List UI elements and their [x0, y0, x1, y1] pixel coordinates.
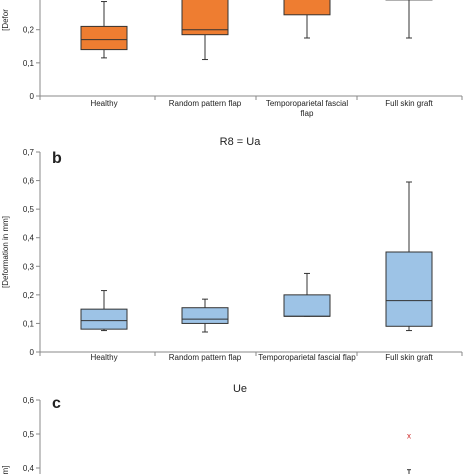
panel-1-y-tick-label-4: 0,3 — [23, 262, 35, 271]
panel-2-title: Ue — [233, 383, 247, 395]
panel-0-category-label-2: Temporoparietal fascial — [266, 99, 348, 108]
panel-0-category-label-1: Random pattern flap — [169, 99, 242, 108]
panel-0-category-label-2-line2: flap — [301, 109, 314, 118]
panel-1-y-tick-label-1: 0,6 — [23, 177, 35, 186]
panel-2-y-axis-label: m] — [1, 466, 10, 474]
panel-1-box-2-iqr — [283, 294, 331, 317]
panel-0-y-tick-label-1: 0,2 — [23, 26, 35, 35]
panel-0-box-2-iqr — [283, 0, 331, 16]
panel-0-box-3 — [385, 0, 433, 39]
panel-2-y-tick-label-2: 0,4 — [23, 464, 35, 473]
panel-2-y-tick-label-1: 0,5 — [23, 430, 35, 439]
panel-1-y-tick-label-3: 0,4 — [23, 234, 35, 243]
panel-1-box-0 — [80, 290, 128, 332]
panel-1-title: R8 = Ua — [220, 136, 262, 148]
panel-0-y-tick-label-2: 0,1 — [23, 59, 35, 68]
panel-1-y-tick-label-2: 0,5 — [23, 205, 35, 214]
panel-1-y-tick-label-7: 0 — [30, 348, 35, 357]
panel-1-y-axis-label: [Deformation in mm] — [1, 216, 10, 288]
panel-1-y-tick-label-6: 0,1 — [23, 319, 35, 328]
panel-0-box-0 — [80, 1, 128, 59]
panel-1-box-1-iqr — [181, 307, 229, 324]
panel-1-box-1 — [181, 298, 229, 333]
panel-1-category-label-3: Full skin graft — [385, 353, 433, 362]
panel-2-y-tick-label-0: 0,6 — [23, 396, 35, 405]
panel-0-box-1-iqr — [181, 0, 229, 36]
panel-1-box-3-iqr — [385, 251, 433, 327]
panel-1-category-label-1: Random pattern flap — [169, 353, 242, 362]
panel-1-box-0-iqr — [80, 308, 128, 330]
panel-1-y-tick-label-0: 0,7 — [23, 148, 35, 157]
panel-2-outlier-0: x — [407, 432, 411, 441]
panel-0-category-label-3: Full skin graft — [385, 99, 433, 108]
panel-1-category-label-0: Healthy — [90, 353, 117, 362]
panel-0-category-label-0: Healthy — [90, 99, 117, 108]
panel-0-box-0-iqr — [80, 25, 128, 51]
panel-1-y-tick-label-5: 0,2 — [23, 291, 35, 300]
panel-1-letter: b — [52, 150, 62, 167]
panel-1-box-2 — [283, 272, 331, 317]
panel-2-letter: c — [52, 395, 61, 412]
panel-0-y-tick-label-3: 0 — [30, 92, 35, 101]
panel-1-box-3 — [385, 181, 433, 332]
panel-0-box-1 — [181, 0, 229, 61]
panel-1-category-label-2: Temporoparietal fascial flap — [258, 353, 356, 362]
panel-0-y-axis-label: [Defor — [1, 9, 10, 31]
panel-0-box-2 — [283, 0, 331, 39]
